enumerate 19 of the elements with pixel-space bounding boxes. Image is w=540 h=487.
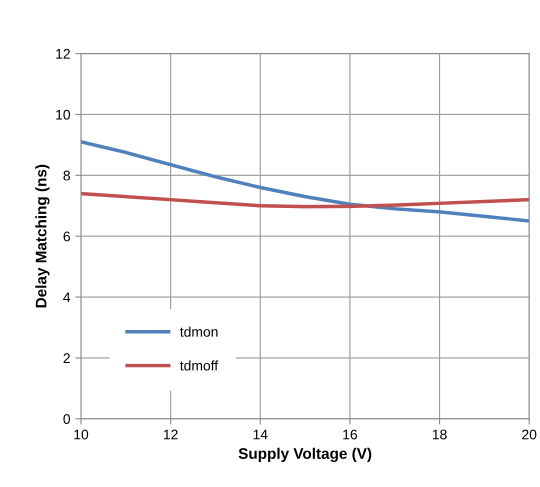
- y-tick-label: 10: [56, 110, 70, 120]
- legend-label: tdmoff: [180, 360, 218, 371]
- x-tick-label: 12: [164, 430, 178, 440]
- y-tick-label: 6: [64, 232, 70, 242]
- y-tick-label: 2: [64, 353, 70, 363]
- y-axis-title: Delay Matching (ns): [35, 164, 50, 308]
- x-tick-label: 10: [74, 430, 88, 440]
- line-series: [81, 140, 530, 223]
- y-tick-label: 0: [63, 414, 70, 424]
- y-tick-label: 4: [63, 292, 70, 302]
- x-tick-label: 20: [522, 430, 536, 440]
- legend-label: tdmon: [180, 326, 218, 337]
- x-axis-title: Supply Voltage (V): [238, 448, 372, 462]
- x-tick-label: 16: [343, 430, 358, 440]
- y-tick-label: 8: [63, 170, 70, 180]
- line-series: [81, 192, 530, 208]
- y-tick-label: 12: [56, 48, 70, 59]
- x-tick-label: 18: [432, 430, 447, 440]
- x-tick-label: 14: [254, 430, 268, 440]
